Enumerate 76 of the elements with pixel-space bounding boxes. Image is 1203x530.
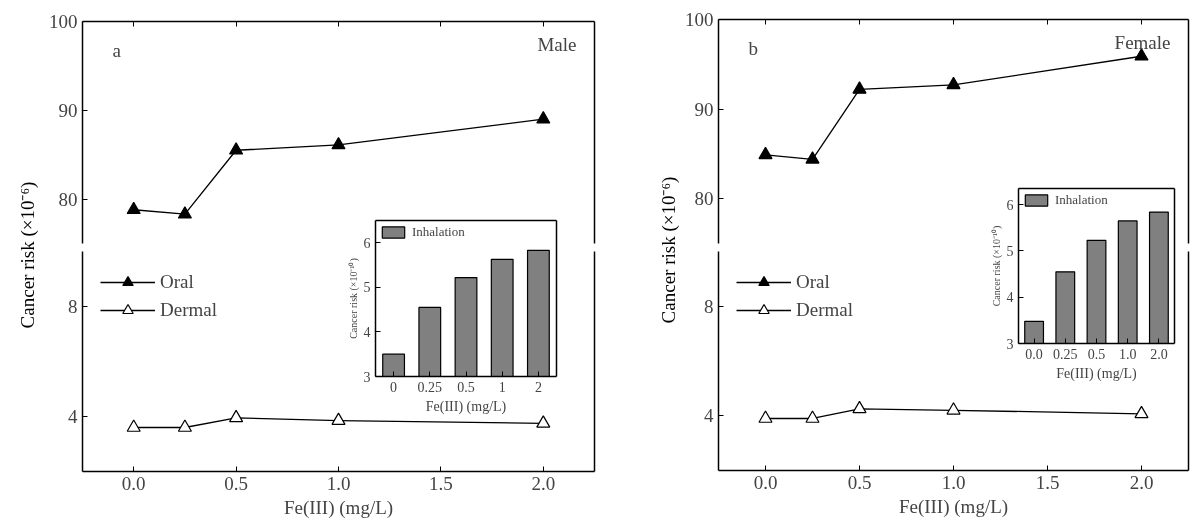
y-tick-label: 4 bbox=[363, 324, 371, 340]
annotation: Female bbox=[1114, 31, 1171, 53]
point bbox=[1134, 405, 1149, 419]
x-tick-label: 1.5 bbox=[1035, 471, 1060, 493]
point bbox=[177, 419, 192, 432]
y-tick-label: 3 bbox=[1006, 336, 1014, 352]
x-tick-label: 1.5 bbox=[429, 472, 453, 494]
x-tick-label: 0.25 bbox=[1053, 346, 1078, 362]
point bbox=[805, 151, 820, 164]
y-tick-label: 8 bbox=[704, 295, 714, 317]
x-tick-label: 0.0 bbox=[1025, 346, 1043, 362]
point bbox=[946, 76, 961, 90]
point bbox=[126, 201, 141, 215]
point bbox=[758, 410, 773, 423]
point bbox=[1134, 48, 1149, 61]
y-tick-label: 5 bbox=[363, 280, 371, 296]
point bbox=[177, 206, 192, 219]
y-tick-label: 80 bbox=[58, 188, 78, 210]
point bbox=[331, 136, 346, 150]
x-tick-label: 0.0 bbox=[121, 472, 146, 494]
x-tick-label: 1.0 bbox=[1118, 346, 1137, 362]
y-tick-label: 100 bbox=[685, 9, 714, 30]
legend-label: Dermal bbox=[160, 299, 217, 321]
x-tick-label: 0.5 bbox=[1087, 346, 1106, 362]
y-axis-title: Cancer risk (×10⁻⁶) bbox=[16, 181, 39, 329]
x-axis-title: Fe(III) (mg/L) bbox=[898, 495, 1009, 518]
legend-label: Oral bbox=[160, 271, 194, 293]
point bbox=[758, 146, 773, 160]
point bbox=[805, 410, 820, 423]
legend-label: Dermal bbox=[796, 299, 853, 321]
y-axis-title: Cancer risk (×10⁻¹⁰) bbox=[347, 258, 360, 339]
point bbox=[852, 400, 867, 414]
x-tick-label: 0.5 bbox=[457, 379, 475, 395]
x-tick-label: 1.0 bbox=[941, 471, 966, 493]
annotation: b bbox=[748, 37, 758, 59]
x-tick-label: 0.5 bbox=[224, 472, 248, 494]
annotation: Male bbox=[537, 33, 577, 55]
y-tick-label: 6 bbox=[1006, 197, 1014, 213]
y-tick-label: 4 bbox=[1006, 290, 1014, 306]
point bbox=[536, 415, 551, 428]
y-axis-title: Cancer risk (×10⁻⁶) bbox=[657, 176, 680, 324]
point bbox=[126, 419, 141, 432]
point bbox=[852, 81, 867, 94]
y-tick-label: 6 bbox=[363, 235, 371, 251]
y-tick-label: 100 bbox=[49, 11, 78, 32]
x-tick-label: 1.0 bbox=[326, 472, 351, 494]
point bbox=[536, 111, 551, 124]
x-tick-label: 2 bbox=[534, 379, 542, 395]
y-tick-label: 8 bbox=[68, 296, 78, 317]
legend-label: Inhalation bbox=[412, 224, 465, 240]
point bbox=[331, 412, 346, 425]
point bbox=[229, 409, 244, 423]
y-tick-label: 90 bbox=[58, 99, 78, 121]
x-tick-label: 0.5 bbox=[847, 471, 872, 493]
y-tick-label: 90 bbox=[694, 98, 714, 120]
x-tick-label: 1 bbox=[498, 379, 506, 395]
point bbox=[946, 402, 961, 415]
legend-label: Oral bbox=[796, 271, 830, 293]
annotation: a bbox=[112, 39, 122, 61]
x-tick-label: 0 bbox=[390, 379, 398, 395]
x-tick-label: 2.0 bbox=[1129, 471, 1154, 493]
y-tick-label: 4 bbox=[704, 405, 714, 427]
x-tick-label: 0.25 bbox=[417, 379, 443, 395]
y-tick-label: 3 bbox=[363, 369, 371, 385]
x-axis-title: Fe(III) (mg/L) bbox=[425, 398, 507, 415]
y-tick-label: 5 bbox=[1006, 243, 1014, 259]
x-tick-label: 2.0 bbox=[531, 472, 556, 494]
y-tick-label: 4 bbox=[68, 406, 78, 427]
y-axis-title: Cancer risk (×10⁻¹⁰) bbox=[990, 225, 1003, 307]
x-tick-label: 2.0 bbox=[1150, 346, 1168, 362]
legend-label: Inhalation bbox=[1055, 192, 1108, 208]
point bbox=[229, 142, 244, 155]
x-axis-title: Fe(III) (mg/L) bbox=[283, 496, 394, 519]
x-tick-label: 0.0 bbox=[753, 471, 778, 493]
y-tick-label: 80 bbox=[694, 188, 714, 210]
x-axis-title: Fe(III) (mg/L) bbox=[1056, 365, 1138, 382]
